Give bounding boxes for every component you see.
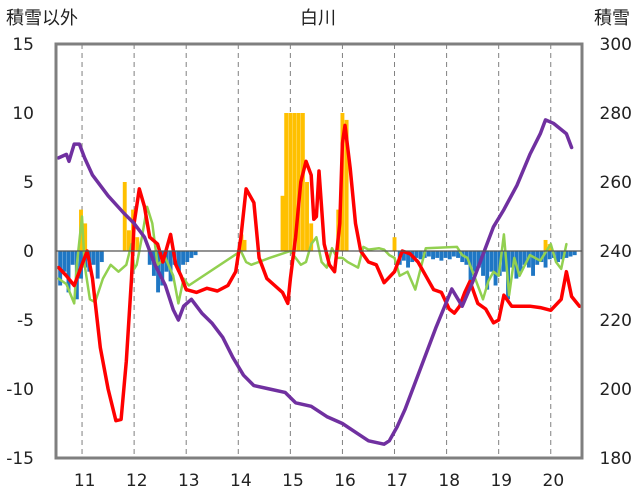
bar [176,251,181,272]
bar [501,251,506,272]
bar [305,182,309,251]
y-left-tick-label: 10 [12,104,34,124]
bar [439,251,444,261]
bar [426,251,431,257]
bar [543,239,548,251]
bar [568,251,573,257]
chart-title: 白川 [300,8,336,29]
bar [70,251,75,265]
x-tick-label: 19 [490,471,512,491]
bar [284,113,289,251]
bar [572,251,577,256]
bar [531,251,535,276]
bar [185,251,190,263]
bar [91,251,96,265]
bar [556,251,560,263]
x-tick-label: 11 [74,471,96,491]
bar [181,251,186,265]
y-right-tick-label: 240 [600,242,632,262]
bar [168,251,173,282]
bar [99,251,104,263]
bar [83,223,88,251]
bar [518,251,523,272]
bar [189,251,194,258]
y-right-tick-label: 260 [600,173,632,193]
bar [292,113,297,251]
bar [300,113,305,251]
bar [280,195,285,251]
bar [443,251,448,258]
bar [522,251,527,265]
x-tick-label: 15 [282,471,304,491]
y-left-tick-label: -15 [6,449,34,469]
bar [135,237,140,251]
bar [489,251,494,272]
x-tick-label: 20 [543,471,565,491]
x-tick-label: 13 [178,471,200,491]
y-left-tick-label: 0 [23,242,34,262]
bar [147,251,152,265]
x-tick-label: 14 [230,471,252,491]
bar [564,251,569,258]
series-line [56,123,582,423]
y-left-tick-label: -5 [17,311,34,331]
bar [126,230,131,251]
bar [193,251,198,256]
right-axis-title: 積雪 [594,8,630,29]
bar [62,251,67,272]
series-line [56,118,574,446]
bar [451,251,456,257]
bar [560,251,565,260]
bar [309,223,314,251]
bar [392,237,397,251]
bar [481,251,486,276]
bar [296,113,301,251]
bar [344,119,349,252]
bar [401,251,406,261]
y-right-tick-label: 300 [600,35,632,55]
bar [543,251,548,268]
y-right-tick-label: 180 [600,449,632,469]
bar [418,251,423,260]
bar [476,251,481,268]
y-right-tick-label: 200 [600,380,632,400]
bar [472,251,477,272]
x-tick-label: 17 [386,471,408,491]
bar [539,251,544,263]
bar [66,251,71,293]
y-left-tick-label: 5 [23,173,34,193]
bar [485,251,490,290]
x-tick-label: 12 [126,471,148,491]
y-right-tick-label: 280 [600,104,632,124]
bar [414,251,419,258]
y-right-tick-label: 220 [600,311,632,331]
y-left-tick-label: -10 [6,380,34,400]
bar [435,251,440,258]
bar [95,251,100,279]
bar [406,251,411,268]
left-axis-title: 積雪以外 [6,8,78,29]
bar [160,251,165,286]
x-tick-label: 18 [438,471,460,491]
y-left-tick-label: 15 [12,35,34,55]
bar [510,251,515,268]
bar [447,251,452,260]
bar [547,251,552,260]
bar [456,251,461,258]
bar [288,113,293,251]
bar [431,251,436,260]
bar [242,239,247,251]
bar [493,251,498,286]
x-tick-label: 16 [334,471,356,491]
